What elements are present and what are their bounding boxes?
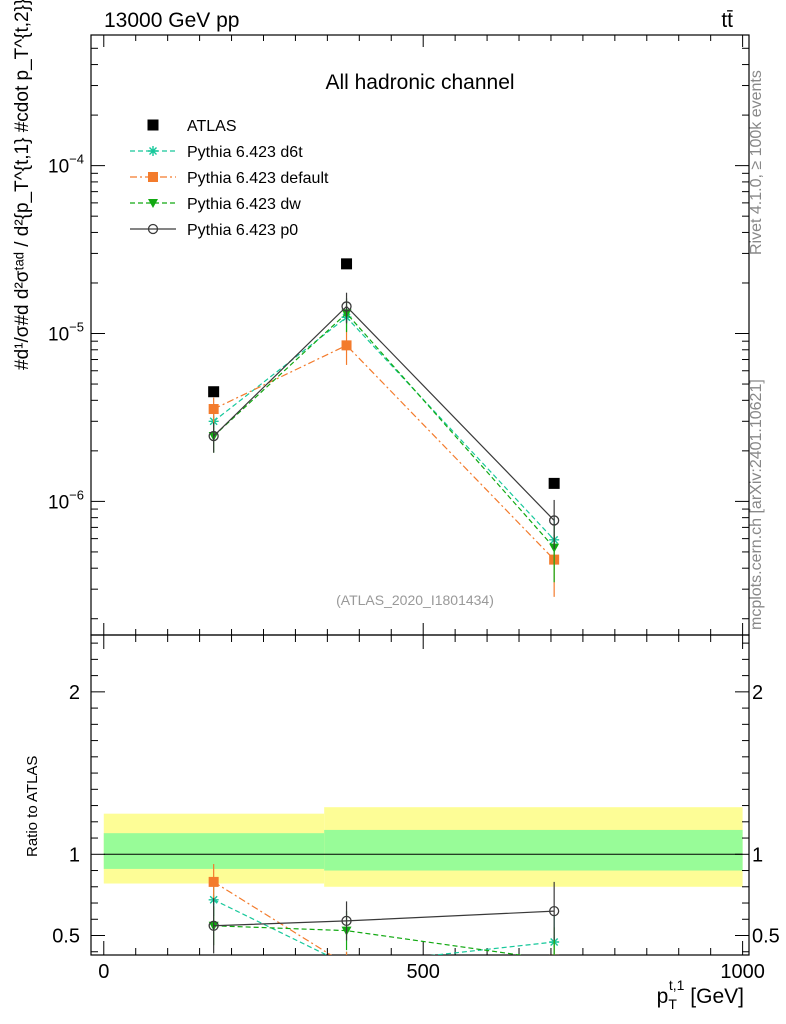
ratio-series-p0 xyxy=(208,881,560,954)
main-y-tick-labels: 10−6 10−5 10−4 xyxy=(48,152,84,514)
main-y-tick-label: 10−4 xyxy=(48,152,84,178)
main-y-ticks xyxy=(91,35,749,635)
series-line-default xyxy=(213,344,555,561)
ratio-point-default xyxy=(549,954,560,955)
legend-label-atlas: ATLAS xyxy=(187,118,237,135)
series-default xyxy=(208,329,560,597)
legend-marker-default xyxy=(148,172,158,182)
ratio-y-tick-label-right: 0.5 xyxy=(752,926,780,948)
ratio-y-tick-label: 1 xyxy=(69,844,80,866)
ratio-series xyxy=(208,864,560,970)
ratio-point-default xyxy=(342,960,352,970)
x-tick-label: 1000 xyxy=(720,961,765,983)
analysis-tag: (ATLAS_2020_I1801434) xyxy=(336,592,494,608)
ratio-point-p0 xyxy=(549,905,560,917)
data-point-atlas xyxy=(548,477,560,489)
data-point-p0 xyxy=(341,301,352,312)
ratio-ticks: 0.5 0.5 1 1 2 2 0 500 1000 xyxy=(52,635,780,983)
data-point-default xyxy=(208,404,219,415)
band-inner xyxy=(103,833,325,869)
main-y-axis-label: #d¹/σ#d d²σᵗᵃᵈ / d²{p_T^{t,1} #cdot p_T^… xyxy=(12,0,33,370)
legend-marker-atlas xyxy=(147,119,159,131)
rivet-version-label: Rivet 4.1.0, ≥ 100k events xyxy=(748,70,765,255)
band-inner xyxy=(324,829,743,871)
data-point-atlas xyxy=(208,386,220,398)
ratio-y-tick-label-right: 1 xyxy=(752,844,763,866)
data-point-default xyxy=(341,340,352,351)
main-y-tick-label: 10−6 xyxy=(48,487,84,513)
legend-label-default: Pythia 6.423 default xyxy=(187,170,329,187)
data-point-p0 xyxy=(208,430,219,442)
series-dw xyxy=(208,298,560,583)
ratio-y-tick-label-right: 2 xyxy=(752,682,763,704)
ratio-y-tick-label: 0.5 xyxy=(52,926,80,948)
legend-marker-d6t xyxy=(148,146,158,156)
x-axis-label: pTt,1 [GeV] xyxy=(657,977,744,1012)
series-line-dw xyxy=(213,312,555,549)
ratio-point-d6t xyxy=(342,960,352,970)
ratio-uncertainty-bands xyxy=(103,807,743,887)
series-d6t xyxy=(208,306,560,571)
legend: ATLAS Pythia 6.423 d6t Pythia 6.423 defaul… xyxy=(130,118,329,239)
series-line-p0 xyxy=(213,305,555,521)
x-tick-label: 500 xyxy=(407,961,440,983)
ratio-point-p0 xyxy=(208,920,219,931)
series-p0 xyxy=(208,292,560,550)
ratio-plot-frame xyxy=(90,634,750,956)
main-plot-title: All hadronic channel xyxy=(325,71,514,94)
ratio-y-axis-label: Ratio to ATLAS xyxy=(24,756,41,857)
data-point-p0 xyxy=(549,515,560,526)
main-series xyxy=(208,258,560,597)
header-energy-label: 13000 GeV pp xyxy=(104,9,239,32)
header-process-label: tt̄ xyxy=(721,9,733,32)
series-atlas xyxy=(208,258,560,489)
ratio-line-p0 xyxy=(213,910,555,927)
x-tick-label: 0 xyxy=(98,961,109,983)
legend-label-d6t: Pythia 6.423 d6t xyxy=(187,144,303,161)
legend-label-p0: Pythia 6.423 p0 xyxy=(187,222,298,239)
ratio-y-tick-label: 2 xyxy=(69,682,80,704)
ratio-line-d6t xyxy=(213,899,555,955)
legend-label-dw: Pythia 6.423 dw xyxy=(187,196,301,213)
data-point-atlas xyxy=(341,258,353,270)
legend-marker-p0 xyxy=(147,223,159,235)
ratio-point-p0 xyxy=(341,915,352,927)
mcplots-credit-label: mcplots.cern.ch [arXiv:2401.10621] xyxy=(748,379,765,630)
ratio-panel: 0.5 0.5 1 1 2 2 0 500 1000 Ratio to ATLAS pTt,1 … xyxy=(24,634,780,1012)
legend-marker-dw xyxy=(148,199,158,208)
main-y-tick-label: 10−5 xyxy=(48,320,84,346)
ratio-point-default xyxy=(208,876,219,887)
ratio-series-d6t xyxy=(208,883,560,970)
main-panel: 10−6 10−5 10−4 All hadronic channel (ATLAS… xyxy=(12,0,750,636)
ratio-point-dw xyxy=(549,956,559,965)
